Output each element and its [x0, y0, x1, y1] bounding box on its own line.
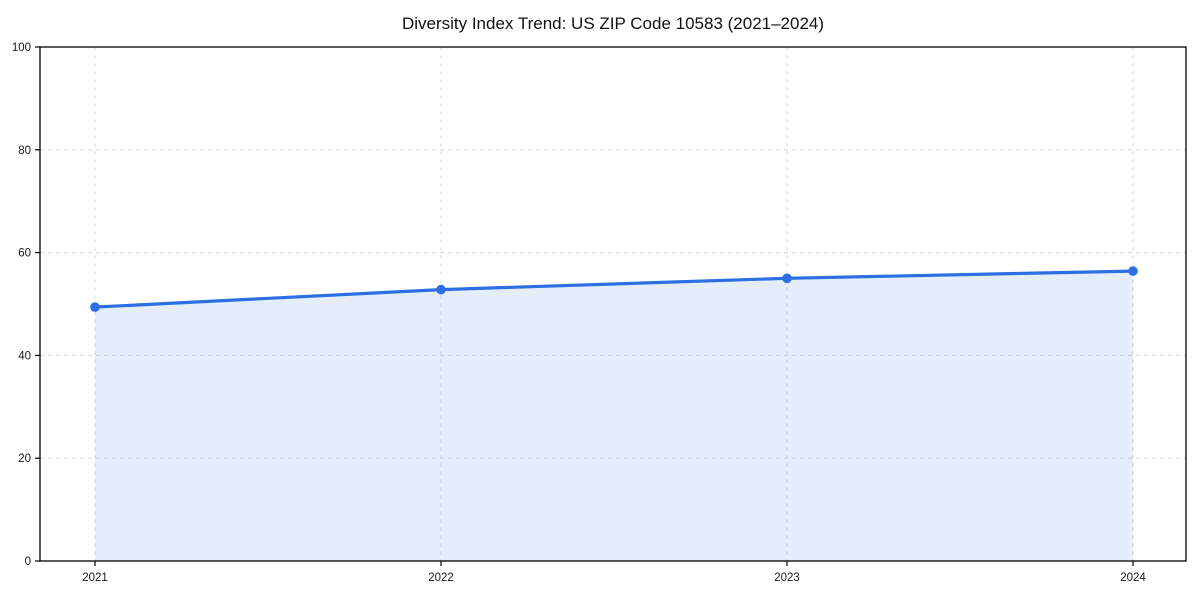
data-point-2023	[782, 273, 792, 284]
y-tick-label: 100	[12, 42, 31, 54]
area-fill	[95, 271, 1133, 561]
y-tick-label: 80	[18, 145, 31, 157]
x-tick-label: 2022	[428, 572, 454, 584]
x-tick-label: 2023	[774, 572, 800, 584]
data-point-2024	[1128, 266, 1138, 276]
x-tick-label: 2024	[1120, 572, 1146, 584]
y-tick-label: 0	[25, 556, 31, 568]
y-tick-label: 40	[18, 350, 31, 362]
data-point-2022	[436, 284, 446, 295]
trend-line	[93, 269, 1135, 309]
y-tick-label: 60	[18, 248, 31, 260]
plot-spines	[39, 46, 1187, 562]
x-tick-label: 2021	[82, 572, 108, 584]
data-point-2021	[90, 302, 100, 312]
y-tick-label: 20	[18, 453, 31, 465]
chart-title: Diversity Index Trend: US ZIP Code 10583…	[401, 14, 825, 33]
